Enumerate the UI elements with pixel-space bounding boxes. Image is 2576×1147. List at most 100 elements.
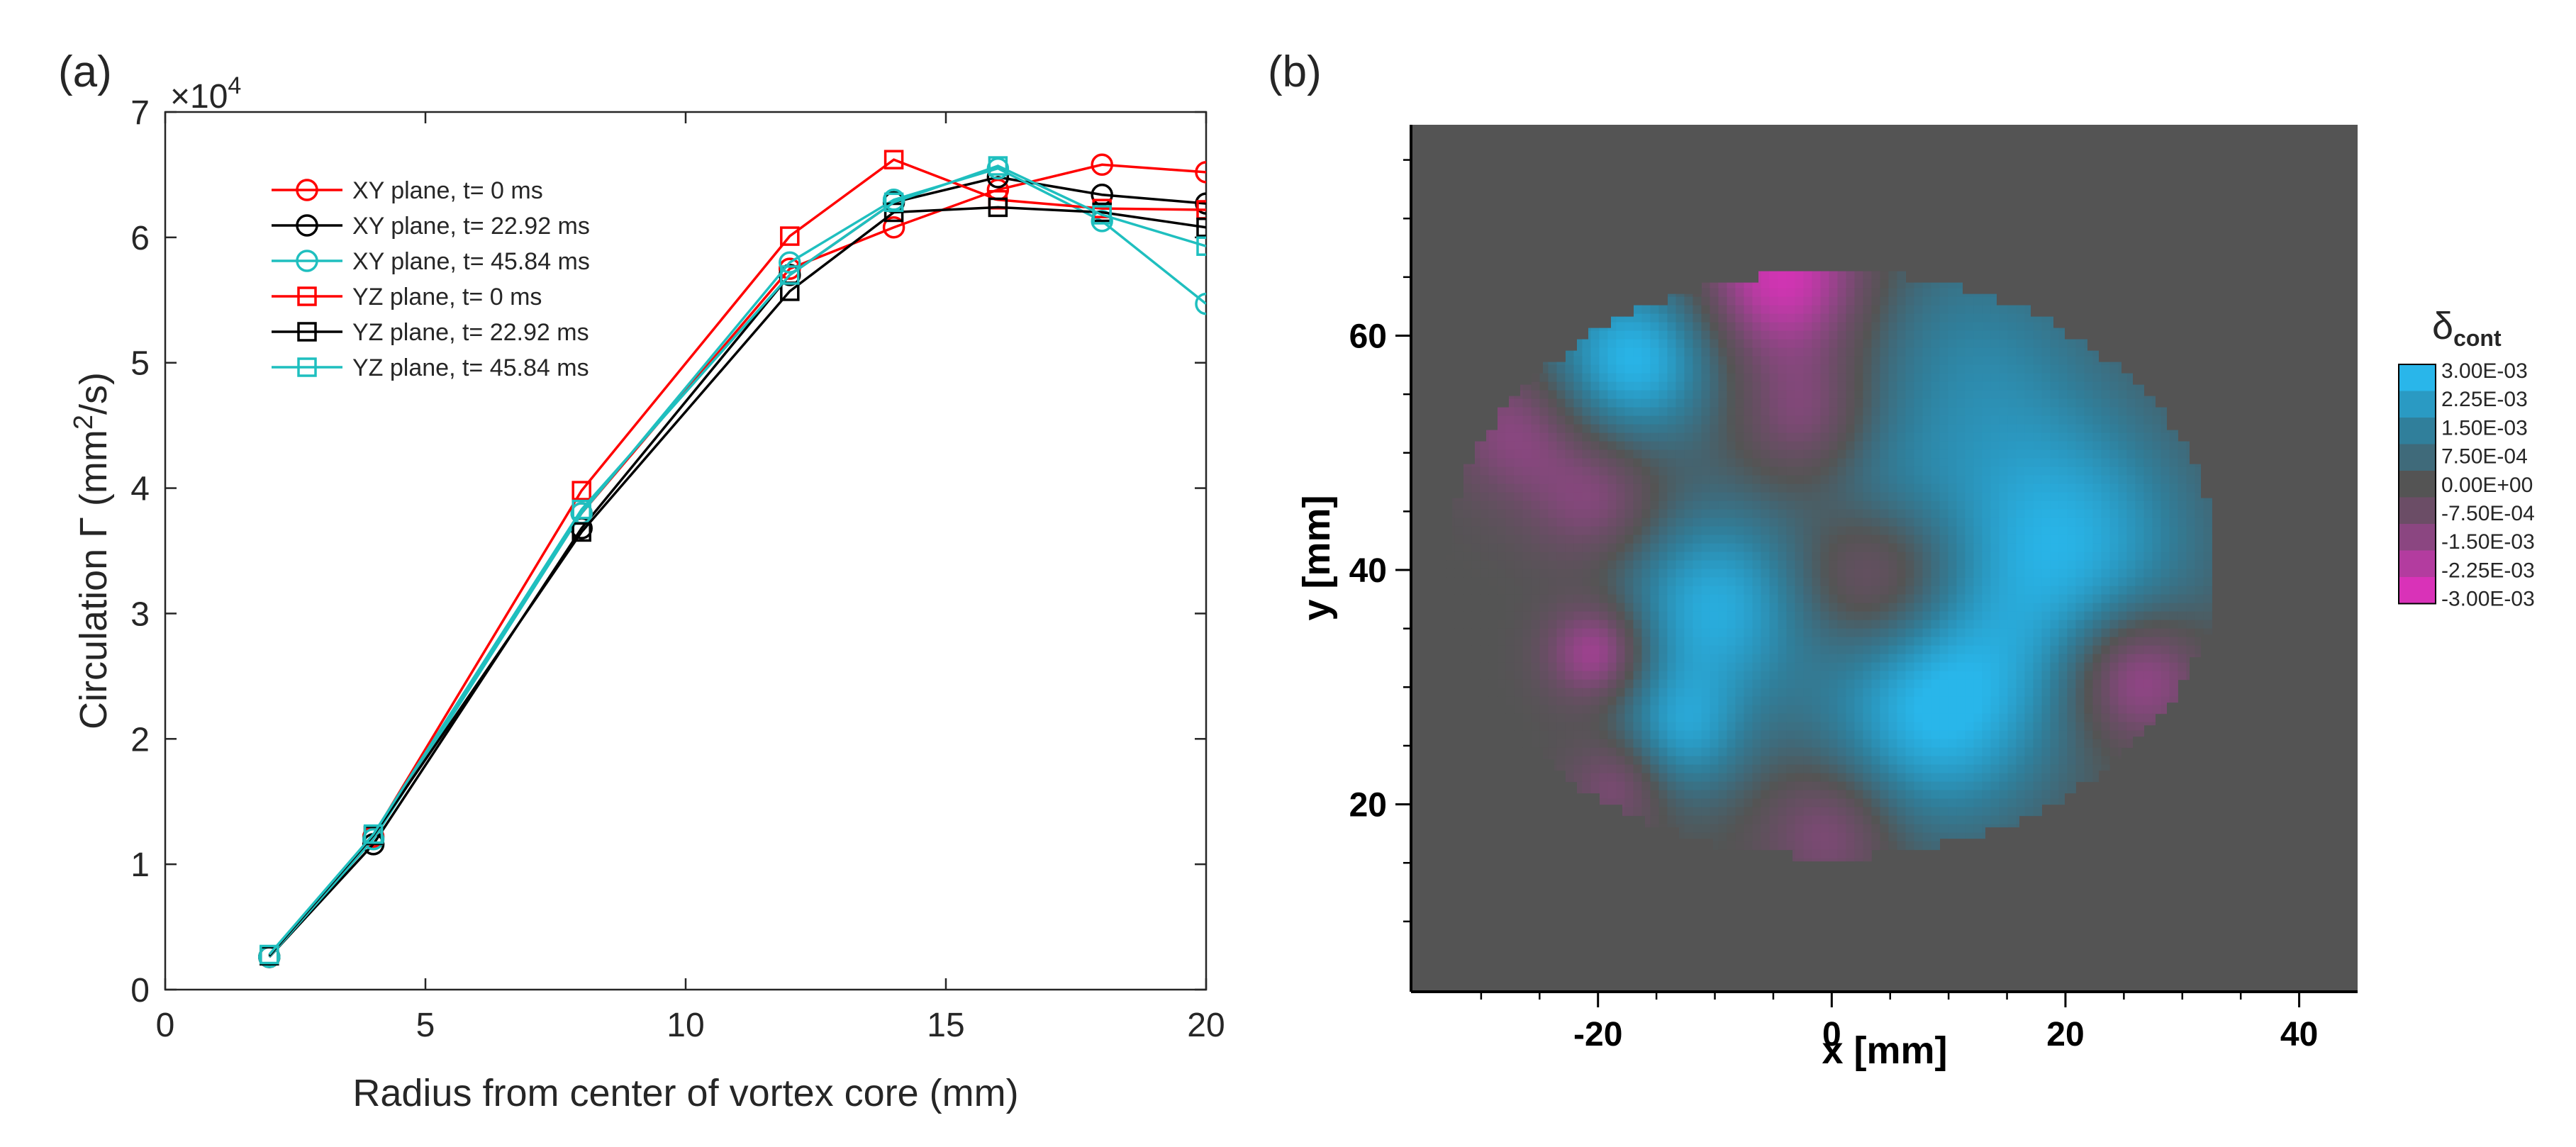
heatmap-cell <box>1497 586 1507 595</box>
heatmap-cell <box>1922 500 1932 510</box>
heatmap-cell <box>1650 543 1660 553</box>
heatmap-cell <box>1675 679 1685 689</box>
heatmap-cell <box>1905 305 1915 315</box>
series-line <box>268 206 1206 957</box>
heatmap-cell <box>1761 296 1771 306</box>
heatmap-cell <box>1480 441 1490 451</box>
heatmap-cell <box>1820 449 1830 459</box>
heatmap-cell <box>1990 347 2000 357</box>
heatmap-cell <box>1667 322 1677 332</box>
heatmap-cell <box>2058 500 2068 510</box>
heatmap-cell <box>2024 364 2034 374</box>
heatmap-cell <box>1888 475 1898 485</box>
heatmap-cell <box>1863 577 1873 587</box>
heatmap-cell <box>2050 569 2060 578</box>
heatmap-cell <box>2084 552 2094 561</box>
heatmap-cell <box>1931 288 1941 298</box>
heatmap-cell <box>2033 637 2043 647</box>
heatmap-cell <box>1948 679 1958 689</box>
heatmap-cell <box>1897 509 1907 519</box>
heatmap-cell <box>1752 688 1762 698</box>
heatmap-cell <box>1641 500 1651 510</box>
data-point-circle <box>1195 161 1206 184</box>
heatmap-cell <box>1846 398 1856 408</box>
heatmap-cell <box>1829 662 1839 672</box>
heatmap-cell <box>1556 407 1566 417</box>
heatmap-cell <box>1854 407 1864 417</box>
heatmap-cell <box>1633 603 1643 612</box>
heatmap-cell <box>1718 441 1728 451</box>
x-tick-label: 5 <box>416 1007 435 1044</box>
heatmap-cell <box>1616 628 1626 638</box>
heatmap-cell <box>1769 475 1779 485</box>
heatmap-cell <box>2007 381 2017 391</box>
heatmap-cell <box>1454 543 1464 553</box>
heatmap-cell <box>1863 305 1873 315</box>
heatmap-cell <box>1905 407 1915 417</box>
heatmap-cell <box>1803 662 1813 672</box>
heatmap-cell <box>1973 688 1983 698</box>
heatmap-cell <box>1658 679 1668 689</box>
heatmap-cell <box>1693 398 1702 408</box>
heatmap-cell <box>2143 500 2153 510</box>
heatmap-cell <box>1812 535 1822 544</box>
heatmap-cell <box>1548 654 1558 664</box>
heatmap-cell <box>2212 578 2221 587</box>
heatmap-cell <box>2152 603 2162 612</box>
heatmap-cell <box>2126 398 2136 408</box>
heatmap-cell <box>1863 492 1873 502</box>
heatmap-cell <box>1999 492 2009 502</box>
heatmap-cell <box>1888 671 1898 681</box>
heatmap-cell <box>2109 492 2119 502</box>
heatmap-cell <box>2169 517 2179 527</box>
heatmap-cell <box>1514 654 1524 664</box>
heatmap-cell <box>1820 662 1830 672</box>
heatmap-cell <box>1863 483 1873 493</box>
heatmap-cell <box>1803 432 1813 442</box>
heatmap-cell <box>1905 628 1915 638</box>
heatmap-cell <box>1812 466 1822 476</box>
heatmap-cell <box>2135 611 2145 621</box>
heatmap-cell <box>1931 432 1941 442</box>
heatmap-cell <box>1565 492 1575 502</box>
heatmap-cell <box>2101 577 2111 587</box>
heatmap-cell <box>2101 492 2111 502</box>
heatmap-cell <box>1531 696 1541 706</box>
heatmap-cell <box>1684 696 1694 706</box>
heatmap-cell <box>2186 577 2196 587</box>
heatmap-cell <box>1812 339 1822 349</box>
heatmap-cell <box>1675 500 1685 510</box>
heatmap-cell <box>1922 483 1932 493</box>
heatmap-cell <box>1539 628 1549 638</box>
heatmap-cell <box>1675 611 1685 621</box>
heatmap-cell <box>2075 535 2085 544</box>
heatmap-cell <box>1973 364 1983 374</box>
heatmap-cell <box>1607 475 1617 485</box>
legend-marker <box>297 286 317 306</box>
heatmap-cell <box>1573 517 1583 527</box>
heatmap-cell <box>1531 449 1541 459</box>
heatmap-cell <box>2067 620 2077 630</box>
heatmap-cell <box>1931 552 1941 561</box>
heatmap-cell <box>1778 356 1788 366</box>
heatmap-cell <box>1761 696 1771 706</box>
heatmap-cell <box>1888 679 1898 689</box>
heatmap-cell <box>1624 483 1634 493</box>
heatmap-cell <box>1463 543 1473 553</box>
heatmap-cell <box>1888 611 1898 621</box>
heatmap-cell <box>2033 662 2043 672</box>
heatmap-cell <box>2033 654 2043 664</box>
heatmap-cell <box>1863 628 1873 638</box>
heatmap-cell <box>1948 671 1958 681</box>
heatmap-cell <box>1973 620 1983 630</box>
heatmap-cell <box>1786 475 1796 485</box>
heatmap-cell <box>2169 466 2179 476</box>
heatmap-cell <box>1548 679 1558 689</box>
heatmap-cell <box>1939 679 1949 689</box>
heatmap-cell <box>2041 364 2051 374</box>
heatmap-cell <box>1956 628 1966 638</box>
heatmap-cell <box>2033 466 2043 476</box>
heatmap-cell <box>1548 449 1558 459</box>
heatmap-cell <box>1522 645 1532 655</box>
heatmap-cell <box>1990 373 2000 383</box>
